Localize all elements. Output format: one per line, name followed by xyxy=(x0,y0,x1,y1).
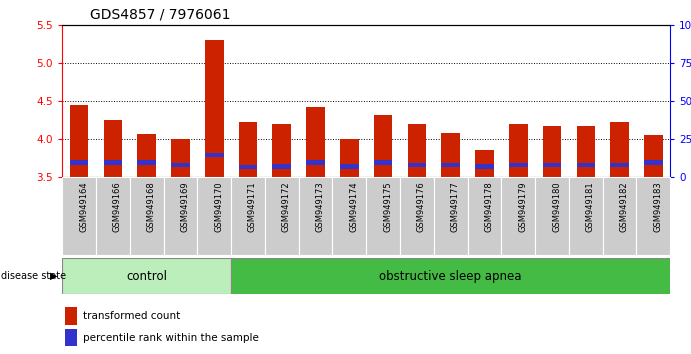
Bar xyxy=(70,160,88,165)
Bar xyxy=(442,133,460,177)
FancyBboxPatch shape xyxy=(468,177,502,255)
Bar xyxy=(272,164,291,169)
Text: GSM949172: GSM949172 xyxy=(282,181,291,232)
FancyBboxPatch shape xyxy=(62,258,231,294)
Bar xyxy=(138,160,156,165)
Text: GSM949174: GSM949174 xyxy=(350,181,359,232)
Bar xyxy=(104,160,122,165)
FancyBboxPatch shape xyxy=(502,177,535,255)
FancyBboxPatch shape xyxy=(231,177,265,255)
Text: GSM949164: GSM949164 xyxy=(79,181,88,232)
Bar xyxy=(340,139,359,177)
FancyBboxPatch shape xyxy=(569,177,603,255)
Bar xyxy=(340,164,359,169)
Bar xyxy=(171,162,190,167)
Bar xyxy=(238,122,257,177)
Bar xyxy=(644,160,663,165)
Text: ▶: ▶ xyxy=(50,271,57,281)
Text: GSM949166: GSM949166 xyxy=(113,181,122,232)
Text: percentile rank within the sample: percentile rank within the sample xyxy=(84,333,259,343)
FancyBboxPatch shape xyxy=(265,177,299,255)
FancyBboxPatch shape xyxy=(299,177,332,255)
Bar xyxy=(542,162,561,167)
Bar xyxy=(408,162,426,167)
Text: GSM949175: GSM949175 xyxy=(383,181,392,232)
Bar xyxy=(65,307,77,325)
Text: obstructive sleep apnea: obstructive sleep apnea xyxy=(379,270,522,282)
Bar xyxy=(374,160,392,165)
Bar xyxy=(205,153,223,157)
Bar xyxy=(610,162,629,167)
Bar xyxy=(65,329,77,347)
FancyBboxPatch shape xyxy=(603,177,636,255)
Bar xyxy=(171,139,190,177)
Bar xyxy=(306,160,325,165)
Text: GSM949177: GSM949177 xyxy=(451,181,460,232)
Text: GSM949179: GSM949179 xyxy=(518,181,527,232)
Bar xyxy=(644,135,663,177)
Bar xyxy=(306,107,325,177)
Text: GSM949178: GSM949178 xyxy=(484,181,493,232)
Bar xyxy=(205,40,223,177)
Bar xyxy=(542,126,561,177)
Bar xyxy=(576,162,595,167)
Bar xyxy=(475,164,494,169)
Bar xyxy=(104,120,122,177)
Text: GSM949180: GSM949180 xyxy=(552,181,561,232)
Text: GSM949183: GSM949183 xyxy=(654,181,663,232)
Bar xyxy=(272,125,291,177)
Text: control: control xyxy=(126,270,167,282)
Text: GSM949182: GSM949182 xyxy=(620,181,629,232)
FancyBboxPatch shape xyxy=(164,177,198,255)
FancyBboxPatch shape xyxy=(96,177,130,255)
Bar xyxy=(238,165,257,170)
FancyBboxPatch shape xyxy=(198,177,231,255)
Text: disease state: disease state xyxy=(1,271,66,281)
FancyBboxPatch shape xyxy=(535,177,569,255)
Bar xyxy=(509,162,527,167)
Bar xyxy=(408,125,426,177)
FancyBboxPatch shape xyxy=(62,177,96,255)
FancyBboxPatch shape xyxy=(332,177,366,255)
Bar xyxy=(475,150,494,177)
Bar xyxy=(442,162,460,167)
Text: GSM949170: GSM949170 xyxy=(214,181,223,232)
FancyBboxPatch shape xyxy=(130,177,164,255)
Text: transformed count: transformed count xyxy=(84,311,181,321)
Text: GSM949168: GSM949168 xyxy=(146,181,155,232)
Text: GSM949181: GSM949181 xyxy=(586,181,595,232)
Bar xyxy=(70,105,88,177)
FancyBboxPatch shape xyxy=(231,258,670,294)
FancyBboxPatch shape xyxy=(434,177,468,255)
Bar xyxy=(576,126,595,177)
Text: GDS4857 / 7976061: GDS4857 / 7976061 xyxy=(90,7,230,21)
Text: GSM949176: GSM949176 xyxy=(417,181,426,232)
Bar xyxy=(374,115,392,177)
Text: GSM949171: GSM949171 xyxy=(248,181,257,232)
Bar xyxy=(138,133,156,177)
FancyBboxPatch shape xyxy=(400,177,434,255)
Bar xyxy=(509,124,527,177)
Bar xyxy=(610,122,629,177)
Text: GSM949169: GSM949169 xyxy=(180,181,189,232)
Text: GSM949173: GSM949173 xyxy=(316,181,325,232)
FancyBboxPatch shape xyxy=(366,177,400,255)
FancyBboxPatch shape xyxy=(636,177,670,255)
